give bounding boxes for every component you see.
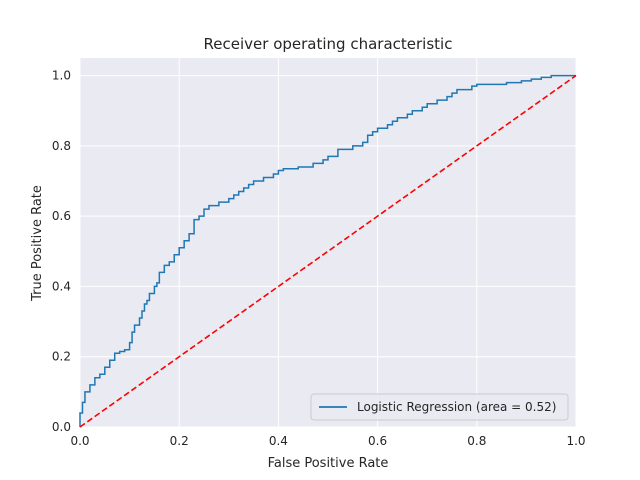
tick-labels: 0.0 0.2 0.4 0.6 0.8 1.0 0.0 0.2 0.4 0.6 0.8 1.0 bbox=[52, 69, 586, 448]
chart-title: Receiver operating characteristic bbox=[204, 35, 453, 53]
y-tick-label: 0.6 bbox=[52, 209, 71, 223]
legend: Logistic Regression (area = 0.52) bbox=[310, 393, 569, 421]
y-tick-label: 1.0 bbox=[52, 69, 71, 83]
grid-lines bbox=[79, 58, 577, 428]
y-tick-label: 0.0 bbox=[52, 420, 71, 434]
plot-background bbox=[80, 58, 576, 427]
y-tick-label: 0.4 bbox=[52, 279, 71, 293]
legend-box bbox=[310, 393, 569, 421]
legend-label: Logistic Regression (area = 0.52) bbox=[357, 400, 556, 414]
x-tick-label: 0.0 bbox=[70, 434, 89, 448]
roc-curve-series bbox=[79, 74, 576, 427]
chance-diagonal-series bbox=[79, 74, 577, 428]
x-tick-label: 1.0 bbox=[566, 434, 585, 448]
x-tick-label: 0.4 bbox=[269, 434, 288, 448]
x-axis-label: False Positive Rate bbox=[268, 456, 389, 471]
series-layer bbox=[79, 74, 577, 428]
y-tick-label: 0.8 bbox=[52, 139, 71, 153]
x-tick-label: 0.6 bbox=[368, 434, 387, 448]
x-tick-label: 0.2 bbox=[170, 434, 189, 448]
y-tick-label: 0.2 bbox=[52, 350, 71, 364]
x-tick-label: 0.8 bbox=[467, 434, 486, 448]
y-axis-label: True Positive Rate bbox=[30, 185, 45, 302]
